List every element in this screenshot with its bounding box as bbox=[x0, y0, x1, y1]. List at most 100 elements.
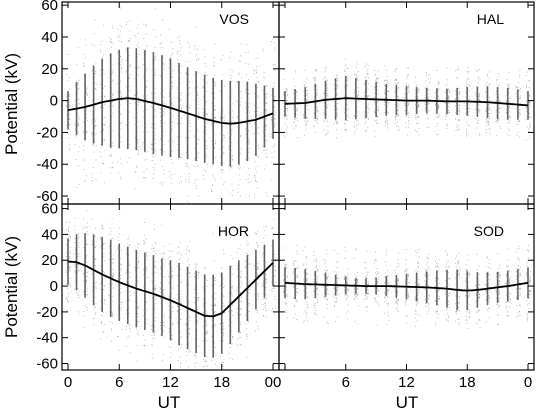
data-point bbox=[93, 83, 95, 85]
data-point bbox=[508, 106, 510, 108]
data-point bbox=[404, 103, 406, 105]
data-point bbox=[197, 138, 199, 140]
data-point bbox=[275, 261, 277, 263]
data-point bbox=[66, 96, 68, 97]
data-point bbox=[468, 114, 469, 116]
data-point bbox=[84, 260, 85, 262]
data-point bbox=[316, 109, 318, 111]
data-point bbox=[274, 101, 275, 102]
data-point bbox=[163, 295, 165, 297]
data-point bbox=[146, 319, 148, 321]
data-point bbox=[76, 87, 78, 89]
data-point bbox=[118, 121, 120, 123]
data-point bbox=[220, 305, 222, 307]
data-point bbox=[272, 102, 274, 104]
data-point bbox=[336, 85, 338, 87]
data-point bbox=[206, 114, 208, 115]
data-point bbox=[195, 354, 196, 356]
data-point bbox=[248, 63, 250, 65]
data-point bbox=[519, 69, 521, 71]
data-point bbox=[75, 159, 77, 160]
data-point bbox=[367, 111, 369, 113]
data-point bbox=[159, 182, 161, 184]
data-point bbox=[497, 93, 499, 95]
data-point bbox=[142, 142, 144, 144]
data-point bbox=[230, 135, 232, 137]
data-point bbox=[126, 252, 128, 253]
data-point bbox=[263, 111, 265, 113]
data-point bbox=[293, 89, 295, 91]
data-point bbox=[155, 271, 157, 273]
data-point bbox=[262, 252, 264, 254]
data-point bbox=[356, 96, 358, 98]
data-point bbox=[296, 107, 298, 109]
data-point bbox=[162, 89, 164, 91]
data-point bbox=[135, 257, 137, 259]
data-point bbox=[274, 118, 276, 120]
data-point bbox=[221, 308, 223, 310]
data-point bbox=[95, 228, 97, 229]
data-point bbox=[508, 110, 510, 112]
data-point bbox=[388, 91, 390, 92]
data-point bbox=[448, 96, 450, 98]
data-point bbox=[313, 260, 315, 262]
data-point bbox=[177, 304, 178, 306]
data-point bbox=[76, 272, 78, 274]
data-point bbox=[153, 307, 155, 309]
data-point bbox=[136, 307, 138, 309]
data-point bbox=[246, 270, 248, 272]
data-point bbox=[497, 100, 499, 102]
data-point bbox=[198, 58, 200, 60]
data-point bbox=[66, 114, 68, 116]
data-point bbox=[246, 298, 248, 300]
data-point bbox=[112, 112, 114, 114]
data-point bbox=[176, 51, 178, 53]
data-point bbox=[257, 328, 259, 330]
data-point bbox=[527, 108, 529, 110]
data-point bbox=[246, 335, 248, 337]
data-point bbox=[237, 143, 239, 145]
data-point bbox=[68, 117, 70, 119]
data-point bbox=[220, 322, 222, 324]
data-point bbox=[66, 244, 68, 246]
data-point bbox=[161, 136, 163, 138]
data-point bbox=[163, 68, 165, 70]
data-point bbox=[94, 118, 95, 120]
data-point bbox=[326, 278, 328, 280]
data-point bbox=[247, 89, 249, 91]
data-point bbox=[458, 66, 459, 68]
data-point bbox=[118, 303, 120, 305]
data-point bbox=[176, 149, 178, 151]
data-point bbox=[206, 356, 208, 358]
data-point bbox=[315, 271, 316, 273]
data-point bbox=[194, 302, 196, 304]
data-point bbox=[177, 311, 178, 313]
data-point bbox=[355, 99, 357, 101]
data-point bbox=[294, 279, 296, 281]
data-point bbox=[257, 267, 259, 269]
data-point bbox=[266, 310, 268, 312]
data-point bbox=[457, 108, 459, 110]
data-point bbox=[162, 135, 164, 137]
data-point bbox=[154, 47, 156, 49]
y-tick-label: 20 bbox=[41, 252, 58, 269]
data-point bbox=[456, 109, 458, 111]
data-point bbox=[272, 287, 274, 289]
data-point bbox=[205, 101, 207, 103]
data-point bbox=[126, 328, 127, 330]
data-point bbox=[170, 259, 172, 261]
data-point bbox=[336, 74, 338, 76]
data-point bbox=[212, 174, 214, 176]
data-point bbox=[458, 120, 460, 121]
data-point bbox=[506, 105, 508, 107]
data-point bbox=[386, 95, 387, 97]
data-point bbox=[398, 115, 400, 117]
data-point bbox=[222, 327, 223, 329]
data-point bbox=[170, 124, 172, 126]
data-point bbox=[162, 56, 164, 58]
data-point bbox=[189, 46, 190, 48]
data-point bbox=[271, 178, 273, 180]
data-point bbox=[254, 175, 256, 177]
data-point bbox=[305, 83, 307, 85]
data-point bbox=[253, 70, 255, 72]
